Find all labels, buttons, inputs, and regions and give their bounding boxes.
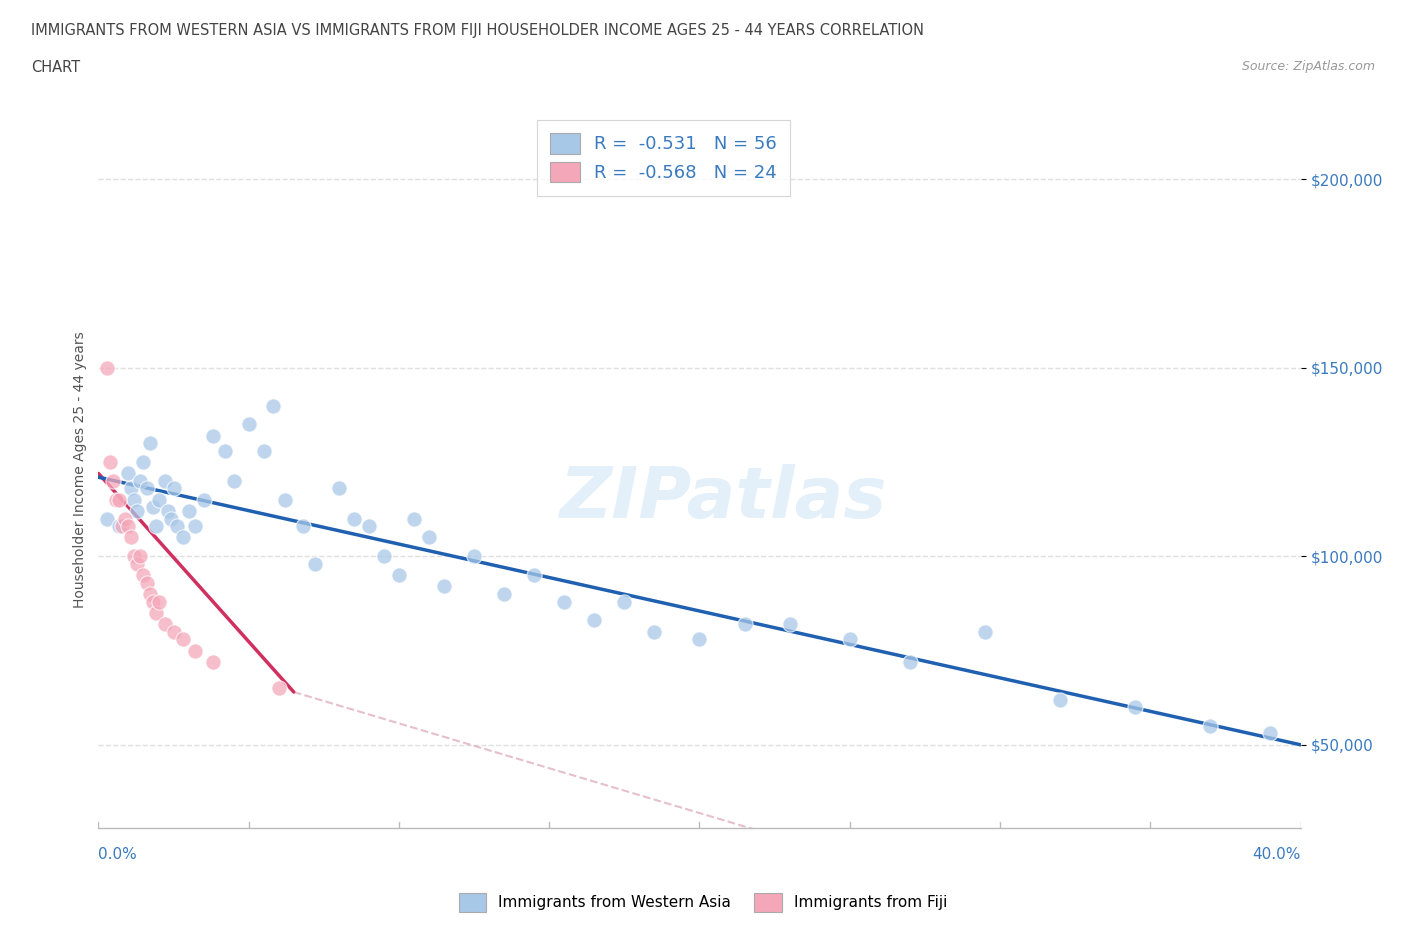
Point — [156, 504, 179, 519]
Point — [96, 512, 118, 526]
Point — [96, 361, 118, 376]
Point — [145, 605, 167, 620]
Point — [688, 631, 710, 646]
Point — [108, 519, 131, 534]
Point — [583, 613, 606, 628]
Point — [1199, 719, 1222, 734]
Point — [214, 444, 236, 458]
Point — [201, 429, 224, 444]
Point — [148, 492, 170, 507]
Point — [402, 512, 425, 526]
Point — [141, 500, 163, 515]
Point — [159, 512, 181, 526]
Text: ZIPatlas: ZIPatlas — [560, 464, 887, 533]
Point — [114, 512, 136, 526]
Text: CHART: CHART — [31, 60, 80, 75]
Point — [141, 594, 163, 609]
Point — [177, 504, 200, 519]
Text: 0.0%: 0.0% — [98, 846, 138, 861]
Point — [105, 492, 128, 507]
Legend: R =  -0.531   N = 56, R =  -0.568   N = 24: R = -0.531 N = 56, R = -0.568 N = 24 — [537, 120, 790, 195]
Point — [162, 624, 184, 639]
Point — [193, 492, 215, 507]
Point — [343, 512, 366, 526]
Point — [162, 481, 184, 496]
Point — [433, 579, 456, 594]
Point — [121, 530, 143, 545]
Point — [127, 556, 149, 571]
Point — [1260, 726, 1282, 741]
Point — [129, 549, 152, 564]
Point — [418, 530, 440, 545]
Point — [132, 455, 155, 470]
Point — [172, 530, 194, 545]
Point — [898, 655, 921, 670]
Point — [357, 519, 380, 534]
Point — [132, 567, 155, 582]
Point — [153, 617, 176, 631]
Point — [523, 567, 546, 582]
Point — [111, 519, 134, 534]
Point — [108, 492, 131, 507]
Point — [100, 455, 122, 470]
Point — [274, 492, 297, 507]
Point — [124, 492, 146, 507]
Point — [238, 417, 260, 432]
Point — [166, 519, 188, 534]
Point — [553, 594, 575, 609]
Point — [138, 436, 160, 451]
Point — [124, 549, 146, 564]
Point — [328, 481, 350, 496]
Point — [145, 519, 167, 534]
Point — [172, 631, 194, 646]
Point — [103, 473, 125, 488]
Y-axis label: Householder Income Ages 25 - 44 years: Householder Income Ages 25 - 44 years — [73, 331, 87, 608]
Point — [183, 644, 205, 658]
Point — [148, 594, 170, 609]
Point — [127, 504, 149, 519]
Text: 40.0%: 40.0% — [1253, 846, 1301, 861]
Point — [779, 617, 801, 631]
Text: Source: ZipAtlas.com: Source: ZipAtlas.com — [1241, 60, 1375, 73]
Point — [494, 587, 516, 602]
Point — [121, 481, 143, 496]
Point — [138, 587, 160, 602]
Point — [222, 473, 245, 488]
Legend: Immigrants from Western Asia, Immigrants from Fiji: Immigrants from Western Asia, Immigrants… — [453, 887, 953, 918]
Point — [129, 473, 152, 488]
Point — [1049, 692, 1071, 707]
Point — [135, 481, 157, 496]
Point — [613, 594, 636, 609]
Point — [463, 549, 485, 564]
Point — [183, 519, 205, 534]
Point — [304, 556, 326, 571]
Point — [1123, 699, 1146, 714]
Point — [974, 624, 997, 639]
Point — [373, 549, 395, 564]
Point — [117, 519, 139, 534]
Point — [838, 631, 860, 646]
Point — [262, 398, 284, 413]
Point — [388, 567, 411, 582]
Point — [291, 519, 314, 534]
Point — [253, 444, 276, 458]
Point — [153, 473, 176, 488]
Point — [267, 681, 290, 696]
Point — [734, 617, 756, 631]
Text: IMMIGRANTS FROM WESTERN ASIA VS IMMIGRANTS FROM FIJI HOUSEHOLDER INCOME AGES 25 : IMMIGRANTS FROM WESTERN ASIA VS IMMIGRAN… — [31, 23, 924, 38]
Point — [117, 466, 139, 481]
Point — [201, 655, 224, 670]
Point — [135, 576, 157, 591]
Point — [643, 624, 665, 639]
